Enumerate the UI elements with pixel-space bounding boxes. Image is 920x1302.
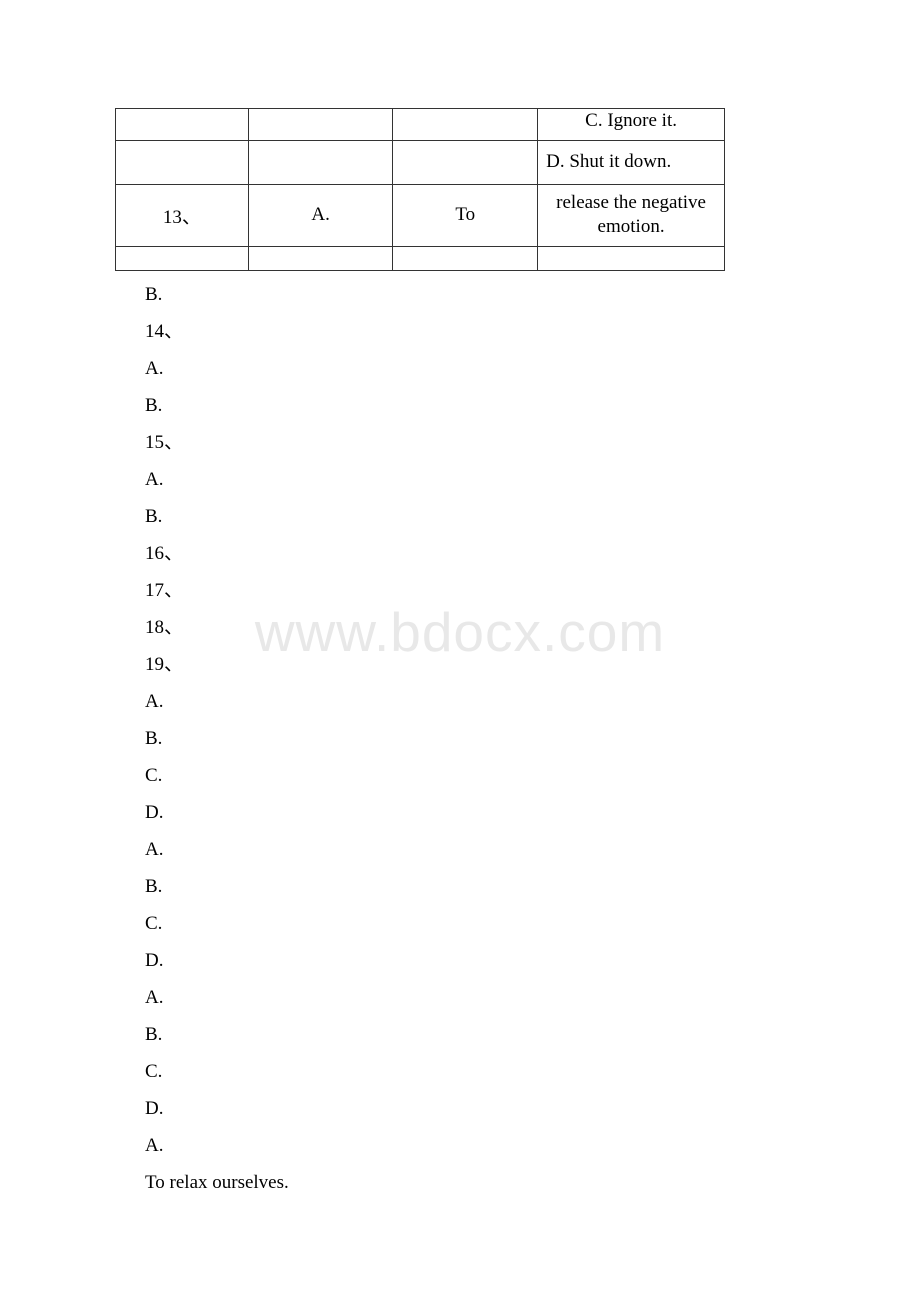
- table-cell: [248, 140, 393, 184]
- list-item: A.: [145, 470, 805, 489]
- table-cell: To: [393, 184, 538, 246]
- list-item: To relax ourselves.: [145, 1173, 805, 1192]
- table-cell: [248, 109, 393, 141]
- table-cell: [393, 140, 538, 184]
- list-item: C.: [145, 914, 805, 933]
- data-table: C. Ignore it. D. Shut it down. 13、 A. To…: [115, 108, 725, 271]
- table-cell: A.: [248, 184, 393, 246]
- list-item: 18、: [145, 618, 805, 637]
- list-item: C.: [145, 766, 805, 785]
- table-cell: C. Ignore it.: [538, 109, 725, 141]
- table-row: D. Shut it down.: [116, 140, 725, 184]
- list-item: D.: [145, 951, 805, 970]
- table-cell: [538, 247, 725, 271]
- list-item: B.: [145, 285, 805, 304]
- list-item: A.: [145, 692, 805, 711]
- table-cell: [116, 109, 249, 141]
- table-cell: 13、: [116, 184, 249, 246]
- table-row: [116, 247, 725, 271]
- table-cell: release the negative emotion.: [538, 184, 725, 246]
- list-item: A.: [145, 988, 805, 1007]
- content-container: C. Ignore it. D. Shut it down. 13、 A. To…: [115, 108, 805, 1192]
- list-item: 14、: [145, 322, 805, 341]
- list-item: B.: [145, 729, 805, 748]
- list-item: B.: [145, 507, 805, 526]
- table-row: C. Ignore it.: [116, 109, 725, 141]
- list-item: A.: [145, 840, 805, 859]
- list-item: C.: [145, 1062, 805, 1081]
- table-row: 13、 A. To release the negative emotion.: [116, 184, 725, 246]
- list-item: 15、: [145, 433, 805, 452]
- list-item: B.: [145, 877, 805, 896]
- list-item: 19、: [145, 655, 805, 674]
- list-item: B.: [145, 1025, 805, 1044]
- list-item: 17、: [145, 581, 805, 600]
- list-item: 16、: [145, 544, 805, 563]
- table-cell: [248, 247, 393, 271]
- list-item: A.: [145, 359, 805, 378]
- list-item: D.: [145, 1099, 805, 1118]
- list-item: A.: [145, 1136, 805, 1155]
- list-item: B.: [145, 396, 805, 415]
- answer-list: B. 14、 A. B. 15、 A. B. 16、 17、 18、 19、 A…: [115, 285, 805, 1192]
- table-cell: D. Shut it down.: [538, 140, 725, 184]
- table-cell: [393, 247, 538, 271]
- list-item: D.: [145, 803, 805, 822]
- table-cell: [116, 247, 249, 271]
- table-cell: [393, 109, 538, 141]
- table-cell: [116, 140, 249, 184]
